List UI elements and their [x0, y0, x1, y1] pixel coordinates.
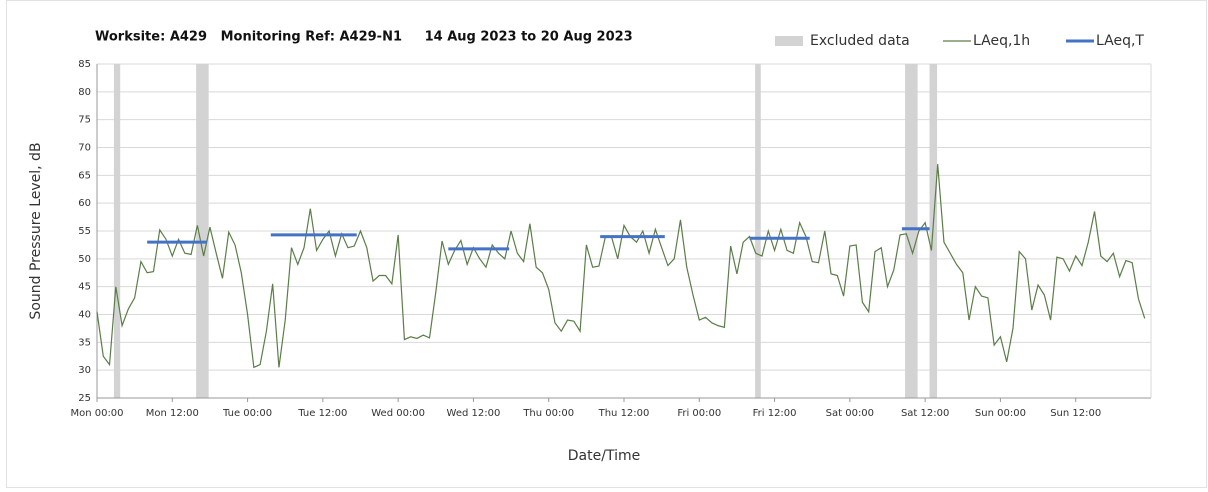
x-tick-label: Wed 12:00: [447, 408, 501, 419]
y-tick-label: 75: [78, 115, 91, 126]
y-tick-label: 45: [78, 282, 91, 293]
x-tick-label: Sun 12:00: [1050, 408, 1101, 419]
y-tick-label: 70: [78, 143, 91, 154]
excluded-band: [196, 64, 209, 398]
x-tick-label: Wed 00:00: [371, 408, 425, 419]
y-tick-label: 40: [78, 310, 91, 321]
x-tick-label: Fri 12:00: [753, 408, 797, 419]
x-tick-label: Thu 00:00: [522, 408, 574, 419]
y-tick-label: 80: [78, 87, 91, 98]
x-tick-label: Tue 00:00: [222, 408, 272, 419]
chart-title: Worksite: A429 Monitoring Ref: A429-N1 1…: [95, 30, 633, 45]
y-tick-label: 35: [78, 337, 91, 348]
frame: [6, 0, 1207, 488]
excluded-band: [113, 64, 121, 398]
x-tick-label: Fri 00:00: [677, 408, 721, 419]
x-tick-label: Sat 12:00: [901, 408, 949, 419]
legend-swatch: [775, 36, 803, 46]
y-tick-label: 85: [78, 59, 91, 70]
legend-label: LAeq,T: [1096, 33, 1144, 49]
excluded-band: [755, 64, 761, 398]
x-tick-label: Mon 12:00: [146, 408, 199, 419]
legend-label: Excluded data: [810, 33, 910, 49]
x-tick-label: Mon 00:00: [70, 408, 123, 419]
y-tick-label: 25: [78, 393, 91, 404]
y-tick-label: 55: [78, 226, 91, 237]
y-tick-label: 60: [78, 198, 91, 209]
y-tick-label: 30: [78, 365, 91, 376]
line-series: [96, 164, 1146, 369]
legend-label: LAeq,1h: [973, 33, 1030, 49]
y-tick-label: 65: [78, 170, 91, 181]
y-tick-label: 50: [78, 254, 91, 265]
x-tick-label: Sun 00:00: [975, 408, 1026, 419]
x-axis-label: Date/Time: [568, 448, 640, 464]
x-tick-label: Tue 12:00: [297, 408, 347, 419]
x-tick-label: Thu 12:00: [598, 408, 650, 419]
y-axis-label: Sound Pressure Level, dB: [28, 142, 44, 319]
excluded-band: [905, 64, 918, 398]
x-tick-label: Sat 00:00: [826, 408, 874, 419]
